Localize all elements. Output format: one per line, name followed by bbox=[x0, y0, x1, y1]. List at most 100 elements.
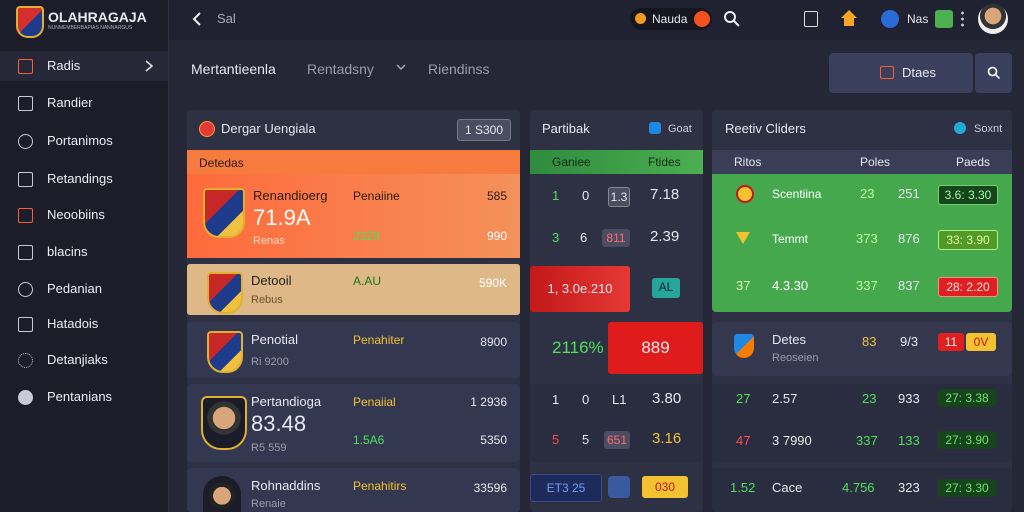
cell[interactable]: 3.6: 3.30 bbox=[938, 185, 998, 205]
dropdown-icon[interactable] bbox=[396, 63, 406, 71]
nav-item[interactable]: Pentanians bbox=[0, 382, 168, 412]
nav-item[interactable]: blacins bbox=[0, 237, 168, 267]
icon-button[interactable] bbox=[608, 476, 630, 498]
column-header: Ritos Poles Paeds bbox=[712, 150, 1012, 174]
cell[interactable]: 27: 3.30 bbox=[938, 479, 996, 497]
search-icon bbox=[987, 66, 1001, 80]
cell[interactable]: 811 bbox=[602, 229, 630, 247]
odds: 33596 bbox=[473, 481, 507, 495]
nav-item[interactable]: Portanimos bbox=[0, 126, 168, 156]
avatar[interactable] bbox=[978, 4, 1008, 34]
cell: 47 bbox=[736, 433, 751, 448]
order-row[interactable]: Detes Reoseien 83 9/3 11 0V bbox=[712, 322, 1012, 376]
cell: Scentiina bbox=[772, 187, 822, 201]
nav-label[interactable]: Retandings bbox=[47, 171, 113, 186]
nav-item[interactable]: Neoobiins bbox=[0, 200, 168, 230]
nav-icon bbox=[18, 317, 33, 332]
column-label: Ganiee bbox=[552, 155, 591, 169]
team-green: 1.5A6 bbox=[353, 433, 385, 447]
coin-pill[interactable]: Nauda bbox=[630, 8, 712, 30]
home-icon[interactable] bbox=[840, 9, 858, 27]
cell[interactable]: 28: 2.20 bbox=[938, 277, 998, 297]
team-crest bbox=[207, 272, 243, 314]
team-crest bbox=[203, 188, 245, 238]
odds: 590K bbox=[478, 276, 507, 290]
nav-label[interactable]: Hatadois bbox=[47, 316, 99, 331]
nav-icon bbox=[18, 282, 33, 297]
odds: 585 bbox=[486, 189, 507, 203]
highlight-cell[interactable]: 889 bbox=[608, 322, 703, 374]
highlight-cell[interactable]: 1, 3.0e.210 bbox=[530, 266, 630, 312]
cell[interactable]: 1.3 bbox=[608, 187, 630, 207]
cell[interactable]: 33: 3.90 bbox=[938, 230, 998, 250]
cell: 1 bbox=[552, 392, 560, 407]
team-icon bbox=[736, 232, 750, 244]
menu-dots[interactable] bbox=[961, 10, 964, 28]
back-button[interactable] bbox=[191, 11, 203, 27]
nav-item[interactable]: Hatadois bbox=[0, 309, 168, 339]
panel-badge[interactable]: 1 S300 bbox=[457, 119, 511, 141]
green-icon[interactable] bbox=[935, 10, 953, 28]
section-bar bbox=[187, 150, 520, 174]
nav-label[interactable]: Detanjiaks bbox=[47, 352, 108, 367]
nav-item[interactable]: Randier bbox=[0, 88, 168, 118]
nav-item[interactable]: Retandings bbox=[0, 164, 168, 194]
orders-panel: Reetiv Cliders Soxnt Ritos Poles Paeds S… bbox=[712, 110, 1012, 512]
match-card[interactable]: Pertandioga 83.48 R5 559 Penaiial 1.5A6 … bbox=[187, 384, 520, 462]
order-row[interactable]: 1.52 Cace 4.756 323 27: 3.30 bbox=[712, 468, 1012, 512]
cell: 889 bbox=[641, 338, 670, 357]
cell[interactable]: 27: 3.90 bbox=[938, 431, 996, 449]
match-card[interactable]: Rohnaddins Renaie Penahitirs 33596 bbox=[187, 468, 520, 512]
cell[interactable]: AL bbox=[652, 278, 680, 298]
nav-label[interactable]: Pedanian bbox=[47, 281, 102, 296]
nav-label[interactable]: blacins bbox=[47, 244, 88, 259]
cell: 337 bbox=[856, 278, 878, 293]
cell[interactable]: 651 bbox=[604, 431, 630, 449]
cell[interactable]: 11 bbox=[938, 333, 964, 351]
team-value: 83.48 bbox=[251, 411, 307, 436]
nav-icon bbox=[18, 208, 33, 223]
coin-add[interactable] bbox=[694, 11, 710, 27]
search-icon[interactable] bbox=[723, 10, 741, 28]
globe-icon[interactable] bbox=[881, 10, 899, 28]
back-label: Sal bbox=[217, 11, 236, 26]
nav-icon bbox=[18, 172, 33, 187]
cell: Cace bbox=[772, 480, 803, 495]
tab[interactable]: Mertantieenla bbox=[191, 61, 276, 77]
nav-label[interactable]: Portanimos bbox=[47, 133, 113, 148]
nav-label[interactable]: Pentanians bbox=[47, 389, 113, 404]
panel-icon bbox=[199, 121, 215, 137]
tab[interactable]: Rentadsny bbox=[307, 61, 374, 77]
doc-icon[interactable] bbox=[804, 11, 818, 27]
match-card[interactable]: Detooil Rebus A.AU 590K bbox=[187, 264, 520, 315]
nav-item[interactable]: Detanjiaks bbox=[0, 345, 168, 375]
cell: 5 bbox=[582, 432, 590, 447]
cell: 23 bbox=[860, 186, 875, 201]
cell: 23 bbox=[862, 391, 877, 406]
section-title: Detedas bbox=[199, 156, 244, 170]
coin-icon bbox=[635, 13, 646, 24]
nav-item[interactable]: Pedanian bbox=[0, 274, 168, 304]
search-button[interactable] bbox=[975, 53, 1012, 93]
filter-button[interactable]: Dtaes bbox=[829, 53, 973, 93]
partial-panel: Partibak Goat Ganiee Ftides 1 0 1.3 7.18… bbox=[530, 110, 703, 512]
odds: 5350 bbox=[480, 433, 507, 447]
matches-panel: Dergar Uengiala 1 S300 Detedas Renandioe… bbox=[187, 110, 520, 512]
match-card[interactable]: Penotial Ri 9200 Penahiter 8900 bbox=[187, 322, 520, 378]
tab[interactable]: Riendinss bbox=[428, 61, 490, 77]
team-name: Renandioerg bbox=[253, 188, 328, 203]
nav-icon bbox=[18, 245, 33, 260]
cell[interactable]: 27: 3.38 bbox=[938, 389, 996, 407]
nav-label[interactable]: Randier bbox=[47, 95, 93, 110]
cell[interactable]: ET3 25 bbox=[530, 474, 602, 502]
match-card-highlight[interactable]: Detedas Renandioerg 71.9A Renas Penaiine… bbox=[187, 150, 520, 258]
nav-label[interactable]: Radis bbox=[47, 58, 81, 73]
row-group bbox=[530, 384, 703, 462]
nav-label[interactable]: Neoobiins bbox=[47, 207, 105, 222]
nav-item[interactable]: Radis bbox=[0, 51, 168, 81]
cell[interactable]: 0V bbox=[966, 333, 996, 351]
cell: 4.3.30 bbox=[772, 278, 809, 293]
column-label: Ritos bbox=[734, 155, 762, 169]
cell[interactable]: 030 bbox=[642, 476, 688, 498]
